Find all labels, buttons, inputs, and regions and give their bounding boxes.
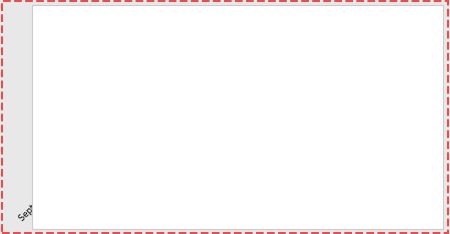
Text: 11: 11 bbox=[374, 132, 387, 141]
Text: 6: 6 bbox=[412, 142, 418, 151]
Text: 41: 41 bbox=[134, 67, 146, 77]
Text: 5: 5 bbox=[309, 166, 315, 175]
Text: 1: 1 bbox=[68, 153, 74, 162]
Text: 21: 21 bbox=[271, 110, 284, 119]
Text: 21: 21 bbox=[237, 110, 249, 119]
Text: 59: 59 bbox=[99, 29, 112, 38]
Text: 34: 34 bbox=[168, 82, 180, 91]
Text: 9: 9 bbox=[343, 136, 349, 145]
Text: 26: 26 bbox=[202, 100, 215, 109]
